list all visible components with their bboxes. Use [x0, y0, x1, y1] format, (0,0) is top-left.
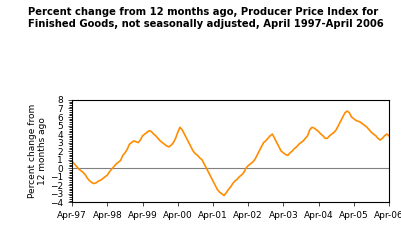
Y-axis label: Percent change from
12 months ago: Percent change from 12 months ago — [28, 104, 47, 198]
Text: Percent change from 12 months ago, Producer Price Index for
Finished Goods, not : Percent change from 12 months ago, Produ… — [28, 7, 384, 29]
